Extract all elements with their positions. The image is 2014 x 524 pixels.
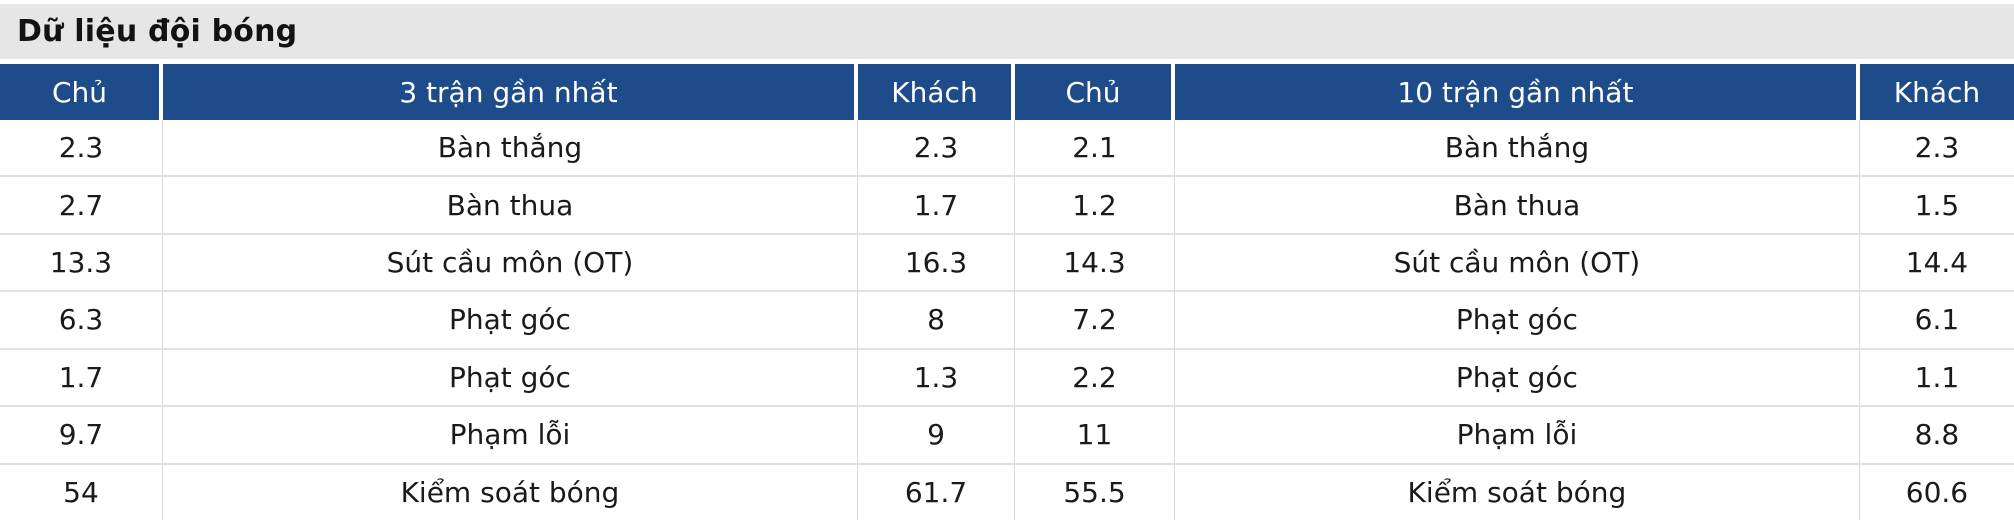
header-label-last10: 10 trận gần nhất	[1175, 64, 1860, 120]
cell-away-value-last10: 60.6	[1905, 475, 1969, 509]
cell-away-value-last3: 61.7	[858, 464, 1016, 520]
table-row: 1.7 Phạt góc 1.3 2.2 Phạt góc 1.1	[0, 349, 2014, 408]
header-home-last10: Chủ	[1015, 64, 1175, 120]
cell-away-value-last10: 2.3	[1914, 131, 1960, 165]
cell-away-value-last3: 1.7	[858, 177, 1016, 233]
cell-stat-label-last3: Phạm lỗi	[163, 407, 858, 463]
section-title: Dữ liệu đội bóng	[17, 14, 298, 49]
table-row: 2.3 Bàn thắng 2.3 2.1 Bàn thắng 2.3	[0, 120, 2014, 178]
cell-away-value-last3: 9	[858, 407, 1016, 463]
header-label-last3: 3 trận gần nhất	[163, 64, 858, 120]
cell-stat-label-last10: Sút cầu môn (OT)	[1175, 234, 1860, 291]
table-row: 9.7 Phạm lỗi 9 11 Phạm lỗi 8.8	[0, 407, 2014, 465]
cell-stat-label-last3: Bàn thua	[163, 177, 858, 233]
cell-away-value-last3: 2.3	[858, 120, 1016, 176]
cell-away-value-last10: 14.4	[1905, 246, 1969, 280]
cell-stat-label-last3: Sút cầu môn (OT)	[163, 234, 858, 291]
cell-home-value-last10: 55.5	[1015, 464, 1175, 520]
table-row: 54 Kiểm soát bóng 61.7 55.5 Kiểm soát bó…	[0, 464, 2014, 520]
section-title-bar: Dữ liệu đội bóng	[0, 4, 2014, 59]
cell-stat-label-last3: Phạt góc	[163, 349, 858, 406]
cell-home-value-last3: 2.7	[0, 177, 163, 233]
cell-away-value-last3: 8	[858, 292, 1016, 348]
team-stats-table: Chủ 3 trận gần nhất Khách Chủ 10 trận gầ…	[0, 64, 2014, 520]
cell-home-value-last10: 7.2	[1015, 292, 1175, 348]
header-away-last3: Khách	[858, 64, 1016, 120]
cell-away-value-last10: 1.1	[1914, 360, 1960, 394]
header-home-last3: Chủ	[0, 64, 163, 120]
cell-stat-label-last10: Phạt góc	[1175, 349, 1860, 406]
cell-stat-label-last3: Phạt góc	[163, 292, 858, 348]
table-row: 2.7 Bàn thua 1.7 1.2 Bàn thua 1.5	[0, 177, 2014, 235]
cell-away-value-last3: 1.3	[858, 349, 1016, 406]
table-body: 2.3 Bàn thắng 2.3 2.1 Bàn thắng 2.3 2.7 …	[0, 120, 2014, 520]
cell-home-value-last10: 1.2	[1015, 177, 1175, 233]
cell-away-value-last3: 16.3	[858, 234, 1016, 291]
cell-stat-label-last10: Phạm lỗi	[1175, 407, 1860, 463]
cell-stat-label-last10: Kiểm soát bóng	[1175, 464, 1860, 520]
cell-stat-label-last10: Bàn thắng	[1175, 120, 1860, 176]
cell-home-value-last10: 11	[1015, 407, 1175, 463]
cell-stat-label-last3: Kiểm soát bóng	[163, 464, 858, 520]
cell-home-value-last3: 9.7	[0, 407, 163, 463]
header-away-last10: Khách	[1893, 75, 1981, 109]
cell-home-value-last10: 2.2	[1015, 349, 1175, 406]
table-row: 13.3 Sút cầu môn (OT) 16.3 14.3 Sút cầu …	[0, 234, 2014, 293]
cell-home-value-last3: 2.3	[0, 120, 163, 176]
cell-stat-label-last3: Bàn thắng	[163, 120, 858, 176]
cell-home-value-last10: 2.1	[1015, 120, 1175, 176]
cell-away-value-last10: 6.1	[1914, 303, 1960, 337]
cell-home-value-last3: 1.7	[0, 349, 163, 406]
table-row: 6.3 Phạt góc 8 7.2 Phạt góc 6.1	[0, 292, 2014, 350]
table-header-row: Chủ 3 trận gần nhất Khách Chủ 10 trận gầ…	[0, 64, 2014, 120]
cell-away-value-last10: 1.5	[1914, 188, 1960, 222]
cell-stat-label-last10: Phạt góc	[1175, 292, 1860, 348]
cell-home-value-last3: 13.3	[0, 234, 163, 291]
cell-home-value-last3: 54	[0, 464, 163, 520]
team-data-widget: Dữ liệu đội bóng Chủ 3 trận gần nhất Khá…	[0, 4, 2014, 524]
cell-stat-label-last10: Bàn thua	[1175, 177, 1860, 233]
cell-home-value-last10: 14.3	[1015, 234, 1175, 291]
cell-away-value-last10: 8.8	[1914, 418, 1960, 452]
cell-home-value-last3: 6.3	[0, 292, 163, 348]
